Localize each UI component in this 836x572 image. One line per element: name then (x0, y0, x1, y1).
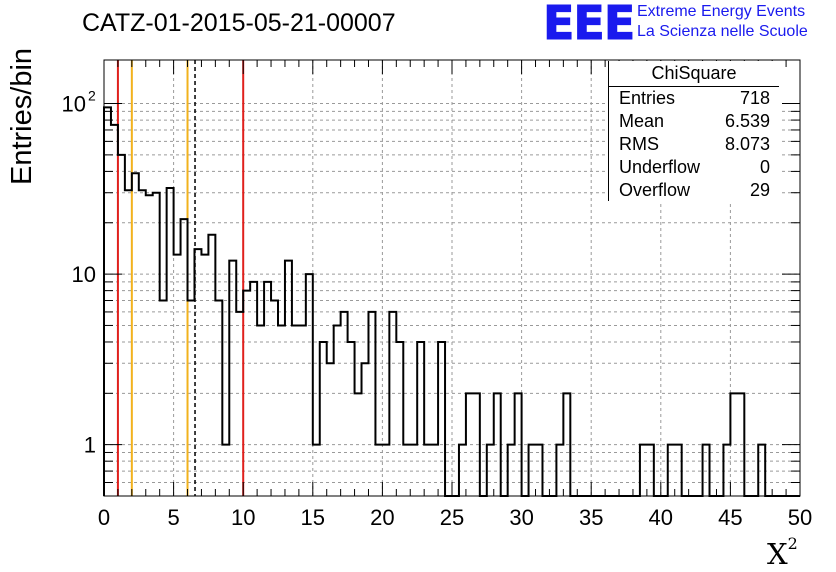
x-tick-label: 35 (579, 505, 603, 530)
chart-title: CATZ-01-2015-05-21-00007 (82, 9, 396, 37)
logo-line-2: La Scienza nelle Scuole (637, 23, 808, 40)
stats-box: ChiSquare Entries 718 Mean 6.539 RMS 8.073 … (608, 61, 779, 201)
stat-label: Mean (619, 111, 665, 131)
y-tick-exponent: 2 (88, 88, 96, 104)
x-tick-label: 15 (301, 505, 325, 530)
x-tick-label: 40 (649, 505, 673, 530)
stat-value: 0 (759, 157, 770, 177)
stat-row-rms: RMS 8.073 (609, 133, 779, 156)
stat-row-overflow: Overflow 29 (609, 179, 779, 202)
x-tick-label: 50 (788, 505, 812, 530)
x-tick-label: 10 (231, 505, 255, 530)
x-axis-label-sup: 2 (787, 534, 798, 554)
x-tick-label: 30 (509, 505, 533, 530)
stat-value: 6.539 (724, 111, 770, 131)
stat-row-entries: Entries 718 (609, 87, 779, 110)
stat-value: 718 (739, 88, 770, 108)
stat-label: Overflow (619, 180, 691, 200)
x-tick-label: 25 (440, 505, 464, 530)
x-axis-label: X2 (767, 534, 798, 571)
eee-logo: EEE (542, 0, 635, 50)
x-tick-label: 20 (370, 505, 394, 530)
stat-label: Underflow (619, 157, 701, 177)
stat-value: 8.073 (724, 134, 770, 154)
y-tick-label: 10 (72, 262, 96, 287)
stat-row-mean: Mean 6.539 (609, 110, 779, 133)
x-axis-label-main: X (767, 537, 788, 571)
stat-label: Entries (619, 88, 676, 108)
stat-row-underflow: Underflow 0 (609, 156, 779, 179)
y-axis-label: Entries/bin (6, 47, 38, 185)
stats-title: ChiSquare (609, 61, 779, 87)
x-tick-label: 45 (718, 505, 742, 530)
stat-label: RMS (619, 134, 659, 154)
logo-line-1: Extreme Energy Events (637, 3, 806, 20)
stat-value: 29 (749, 180, 770, 200)
y-tick-label: 10 (62, 92, 86, 117)
x-tick-label: 0 (98, 505, 110, 530)
y-tick-label: 1 (84, 433, 96, 458)
x-tick-label: 5 (167, 505, 179, 530)
